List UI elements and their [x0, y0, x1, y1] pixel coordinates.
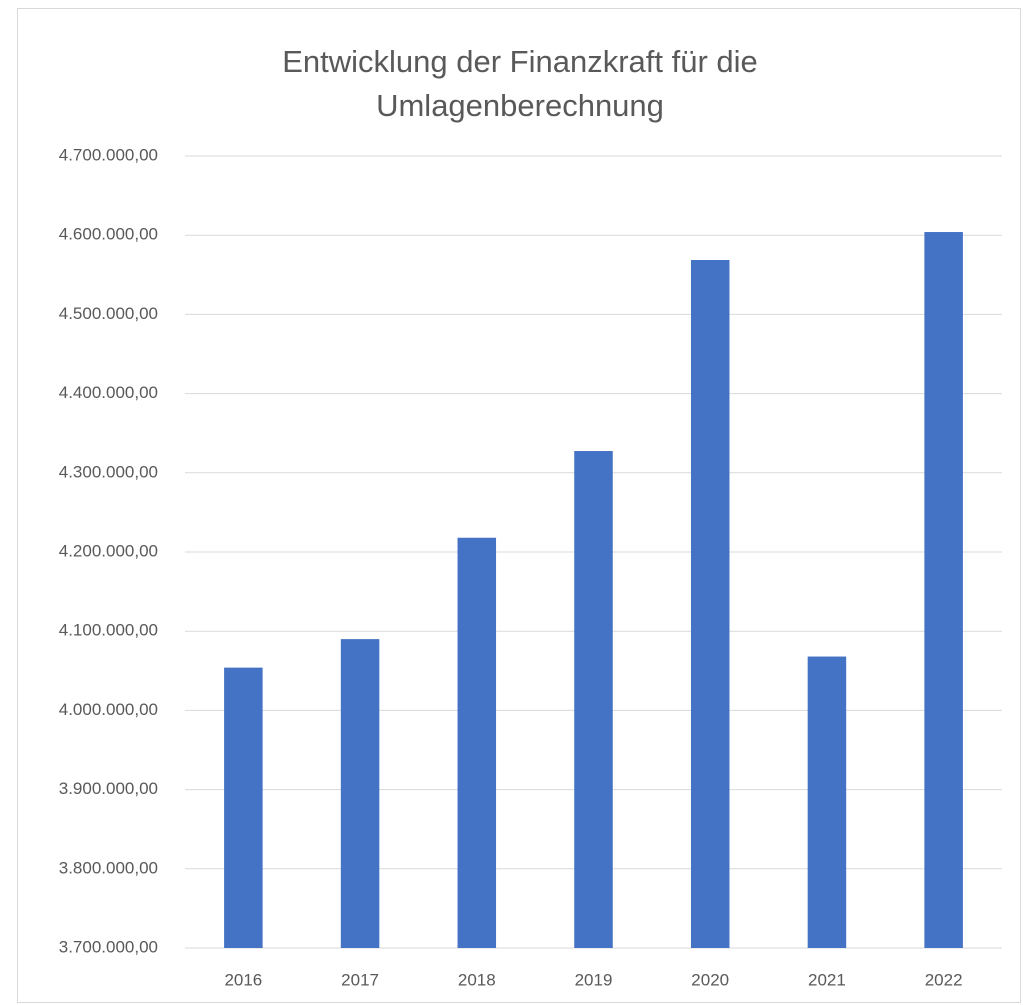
- x-tick-label: 2017: [341, 970, 379, 989]
- x-tick-label: 2018: [458, 970, 496, 989]
- y-tick-label: 3.900.000,00: [59, 779, 158, 798]
- y-tick-label: 3.800.000,00: [59, 858, 158, 877]
- y-tick-label: 4.000.000,00: [59, 700, 158, 719]
- y-tick-label: 4.100.000,00: [59, 621, 158, 640]
- chart-frame: [17, 8, 1021, 1003]
- y-tick-label: 4.300.000,00: [59, 462, 158, 481]
- y-tick-label: 4.200.000,00: [59, 541, 158, 560]
- chart-title: Entwicklung der Finanzkraft für die Umla…: [282, 44, 758, 123]
- bar: [457, 537, 497, 948]
- bar: [690, 259, 730, 948]
- x-tick-label: 2021: [808, 970, 846, 989]
- bar: [924, 232, 963, 949]
- y-tick-label: 3.700.000,00: [59, 937, 158, 956]
- x-tick-label: 2016: [224, 970, 262, 989]
- y-tick-label: 4.600.000,00: [59, 225, 158, 244]
- bar: [340, 639, 380, 948]
- y-tick-label: 4.400.000,00: [59, 383, 158, 402]
- x-tick-label: 2019: [575, 970, 613, 989]
- bar: [224, 667, 263, 948]
- bar: [807, 656, 847, 948]
- y-tick-label: 4.500.000,00: [59, 304, 158, 323]
- y-tick-label: 4.700.000,00: [59, 145, 158, 164]
- x-tick-label: 2022: [925, 970, 963, 989]
- x-tick-label: 2020: [691, 970, 729, 989]
- bar: [574, 451, 613, 948]
